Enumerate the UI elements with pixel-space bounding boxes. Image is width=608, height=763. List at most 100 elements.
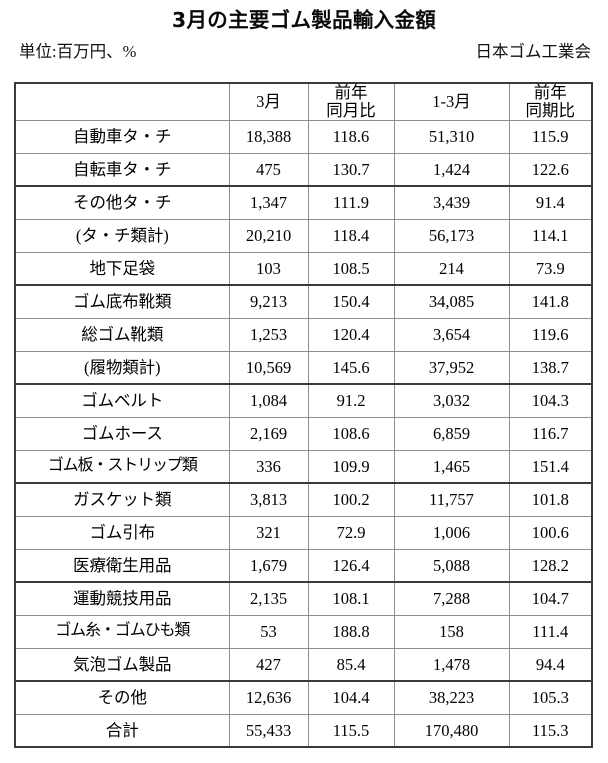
cell-month-ratio: 145.6 — [307, 350, 395, 386]
table-row: その他タ・チ 1,347 111.9 3,439 91.4 — [14, 185, 593, 220]
table-row: 合計 55,433 115.5 170,480 115.3 — [14, 713, 593, 748]
table-row: ゴムベルト 1,084 91.2 3,032 104.3 — [14, 383, 593, 418]
import-value-table: 3月 前年 同月比 1-3月 前年 同期比 自動車タ・チ 18,388 118.6 5… — [14, 82, 593, 749]
cell-month-ratio: 100.2 — [307, 482, 395, 517]
cell-cumulative-ratio: 91.4 — [508, 185, 593, 220]
cell-cumulative-ratio: 111.4 — [508, 614, 593, 649]
cell-cumulative-ratio: 105.3 — [508, 680, 593, 715]
cell-month-ratio: 109.9 — [307, 449, 395, 485]
cell-cumulative: 34,085 — [393, 284, 510, 319]
cell-cumulative: 1,424 — [393, 152, 510, 188]
table-row: 運動競技用品 2,135 108.1 7,288 104.7 — [14, 581, 593, 616]
header-cell-label — [15, 82, 230, 121]
table-row: ゴム板・ストリップ類 336 109.9 1,465 151.4 — [14, 449, 593, 485]
cell-cumulative-ratio: 141.8 — [508, 284, 593, 319]
cell-month: 321 — [228, 515, 309, 550]
table-header: 3月 前年 同月比 1-3月 前年 同期比 — [15, 82, 593, 121]
cell-month: 336 — [228, 449, 309, 485]
cell-cumulative: 7,288 — [393, 581, 510, 616]
cell-cumulative: 1,478 — [393, 647, 510, 683]
table-container: 3月 前年 同月比 1-3月 前年 同期比 自動車タ・チ 18,388 118.6 5… — [14, 82, 593, 749]
cell-cumulative-ratio: 115.3 — [508, 713, 593, 748]
cell-month-ratio: 108.5 — [307, 251, 395, 287]
cell-cumulative-ratio: 100.6 — [508, 515, 593, 550]
cell-cumulative-ratio: 104.3 — [508, 383, 593, 418]
row-label-cell: 地下足袋 — [14, 251, 230, 287]
cell-month: 2,135 — [228, 581, 309, 616]
cell-cumulative: 56,173 — [393, 218, 510, 253]
cell-cumulative: 6,859 — [393, 416, 510, 451]
cell-cumulative: 3,654 — [393, 317, 510, 352]
cell-month-ratio: 150.4 — [307, 284, 395, 319]
row-label-cell: ゴム底布靴類 — [14, 284, 230, 319]
header-month-ratio-line2: 同月比 — [326, 100, 376, 120]
cell-cumulative-ratio: 104.7 — [508, 581, 593, 616]
cell-cumulative-ratio: 73.9 — [508, 251, 593, 287]
cell-month-ratio: 118.6 — [307, 119, 395, 154]
header-cell-cumulative: 1-3月 — [393, 82, 510, 121]
cell-month: 9,213 — [228, 284, 309, 319]
table-body: 自動車タ・チ 18,388 118.6 51,310 115.9 自転車タ・チ 475 130… — [14, 119, 593, 748]
cell-month: 1,253 — [228, 317, 309, 352]
cell-month-ratio: 91.2 — [307, 383, 395, 418]
cell-cumulative-ratio: 128.2 — [508, 548, 593, 584]
cell-month-ratio: 104.4 — [307, 680, 395, 715]
header-cumulative-ratio-line2: 同期比 — [525, 100, 576, 120]
row-label-cell: ゴム引布 — [14, 515, 230, 550]
cell-cumulative: 38,223 — [393, 680, 510, 715]
table-row: 総ゴム靴類 1,253 120.4 3,654 119.6 — [14, 317, 593, 352]
unit-note: 単位:百万円、% — [19, 41, 137, 61]
row-label-cell: (タ・チ類計) — [14, 218, 230, 253]
cell-cumulative: 1,465 — [393, 449, 510, 485]
row-label-cell: ゴムホース — [14, 416, 230, 451]
header-cell-month: 3月 — [228, 82, 309, 121]
cell-cumulative-ratio: 119.6 — [508, 317, 593, 352]
header-month-ratio-line1: 前年 — [334, 83, 368, 102]
header-cell-month-ratio: 前年 同月比 — [307, 82, 395, 121]
cell-month: 103 — [228, 251, 309, 287]
cell-cumulative: 170,480 — [393, 713, 510, 748]
cell-month-ratio: 85.4 — [307, 647, 395, 683]
cell-month-ratio: 111.9 — [307, 185, 395, 220]
table-row: ゴムホース 2,169 108.6 6,859 116.7 — [14, 416, 593, 451]
row-label-cell: 自動車タ・チ — [14, 119, 230, 154]
cell-cumulative: 5,088 — [393, 548, 510, 584]
cell-month: 10,569 — [228, 350, 309, 386]
cell-cumulative: 51,310 — [393, 119, 510, 154]
cell-cumulative-ratio: 151.4 — [508, 449, 593, 485]
cell-month: 1,347 — [228, 185, 309, 220]
row-label-cell: 気泡ゴム製品 — [14, 647, 230, 683]
cell-month-ratio: 188.8 — [307, 614, 395, 649]
cell-cumulative: 37,952 — [393, 350, 510, 386]
row-label-cell: 合計 — [14, 713, 230, 748]
cell-month-ratio: 108.1 — [307, 581, 395, 616]
cell-cumulative-ratio: 94.4 — [508, 647, 593, 683]
table-row: 自動車タ・チ 18,388 118.6 51,310 115.9 — [14, 119, 593, 154]
cell-cumulative-ratio: 101.8 — [508, 482, 593, 517]
table-row: (タ・チ類計) 20,210 118.4 56,173 114.1 — [14, 218, 593, 253]
cell-cumulative: 11,757 — [393, 482, 510, 517]
organization-name: 日本ゴム工業会 — [475, 41, 592, 61]
cell-cumulative: 3,032 — [393, 383, 510, 418]
table-row: ゴム引布 321 72.9 1,006 100.6 — [14, 515, 593, 550]
table-row: 気泡ゴム製品 427 85.4 1,478 94.4 — [14, 647, 593, 683]
cell-cumulative-ratio: 114.1 — [508, 218, 593, 253]
cell-month: 3,813 — [228, 482, 309, 517]
cell-month: 53 — [228, 614, 309, 649]
cell-month: 475 — [228, 152, 309, 188]
page-title: 3月の主要ゴム製品輸入金額 — [171, 8, 437, 32]
row-label-cell: ゴム糸・ゴムひも類 — [14, 614, 230, 649]
row-label-cell: その他 — [14, 680, 230, 715]
table-row: 地下足袋 103 108.5 214 73.9 — [14, 251, 593, 287]
cell-month: 1,084 — [228, 383, 309, 418]
cell-cumulative: 158 — [393, 614, 510, 649]
cell-month: 1,679 — [228, 548, 309, 584]
header-row: 3月 前年 同月比 1-3月 前年 同期比 — [15, 82, 593, 121]
cell-cumulative-ratio: 116.7 — [508, 416, 593, 451]
cell-month-ratio: 72.9 — [307, 515, 395, 550]
header-cumulative-ratio-line1: 前年 — [533, 83, 567, 102]
table-row: ガスケット類 3,813 100.2 11,757 101.8 — [14, 482, 593, 517]
table-row: その他 12,636 104.4 38,223 105.3 — [14, 680, 593, 715]
header-cumulative-text: 1-3月 — [432, 91, 471, 111]
